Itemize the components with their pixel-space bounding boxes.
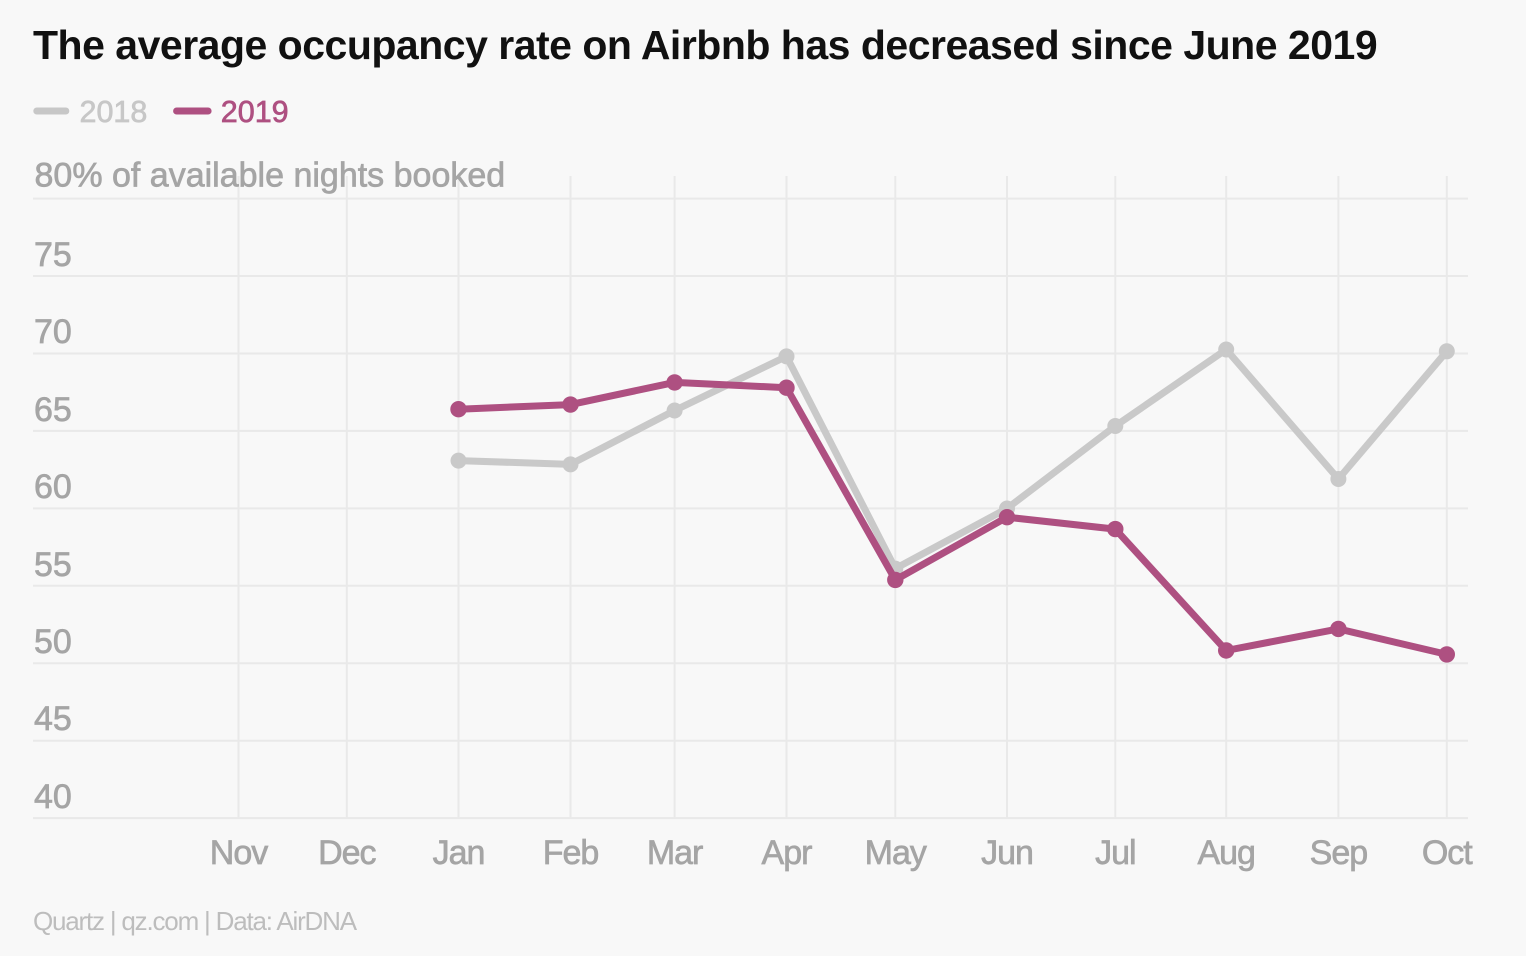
- svg-text:Apr: Apr: [762, 834, 813, 872]
- svg-text:50: 50: [34, 623, 72, 661]
- svg-text:Mar: Mar: [647, 834, 703, 872]
- svg-text:65: 65: [34, 391, 72, 429]
- svg-text:Dec: Dec: [318, 834, 376, 872]
- svg-text:Quartz | qz.com | Data: AirDNA: Quartz | qz.com | Data: AirDNA: [33, 906, 358, 936]
- svg-text:The average occupancy rate on: The average occupancy rate on Airbnb has…: [33, 22, 1377, 68]
- svg-text:Jun: Jun: [981, 834, 1033, 872]
- svg-text:2018: 2018: [80, 95, 148, 129]
- svg-text:2019: 2019: [221, 95, 289, 129]
- svg-text:Feb: Feb: [543, 834, 599, 872]
- svg-text:Jan: Jan: [433, 834, 485, 872]
- svg-text:Nov: Nov: [210, 834, 268, 872]
- svg-text:75: 75: [34, 236, 72, 274]
- svg-text:55: 55: [34, 546, 72, 584]
- svg-text:Oct: Oct: [1422, 834, 1473, 872]
- svg-text:Sep: Sep: [1310, 834, 1368, 872]
- svg-text:80% of available nights booked: 80% of available nights booked: [35, 157, 506, 195]
- svg-text:60: 60: [34, 468, 72, 506]
- svg-text:May: May: [865, 834, 927, 872]
- svg-text:40: 40: [34, 778, 72, 816]
- svg-text:Aug: Aug: [1197, 834, 1255, 872]
- svg-text:70: 70: [34, 313, 72, 351]
- svg-text:45: 45: [34, 700, 72, 738]
- svg-text:Jul: Jul: [1095, 834, 1135, 872]
